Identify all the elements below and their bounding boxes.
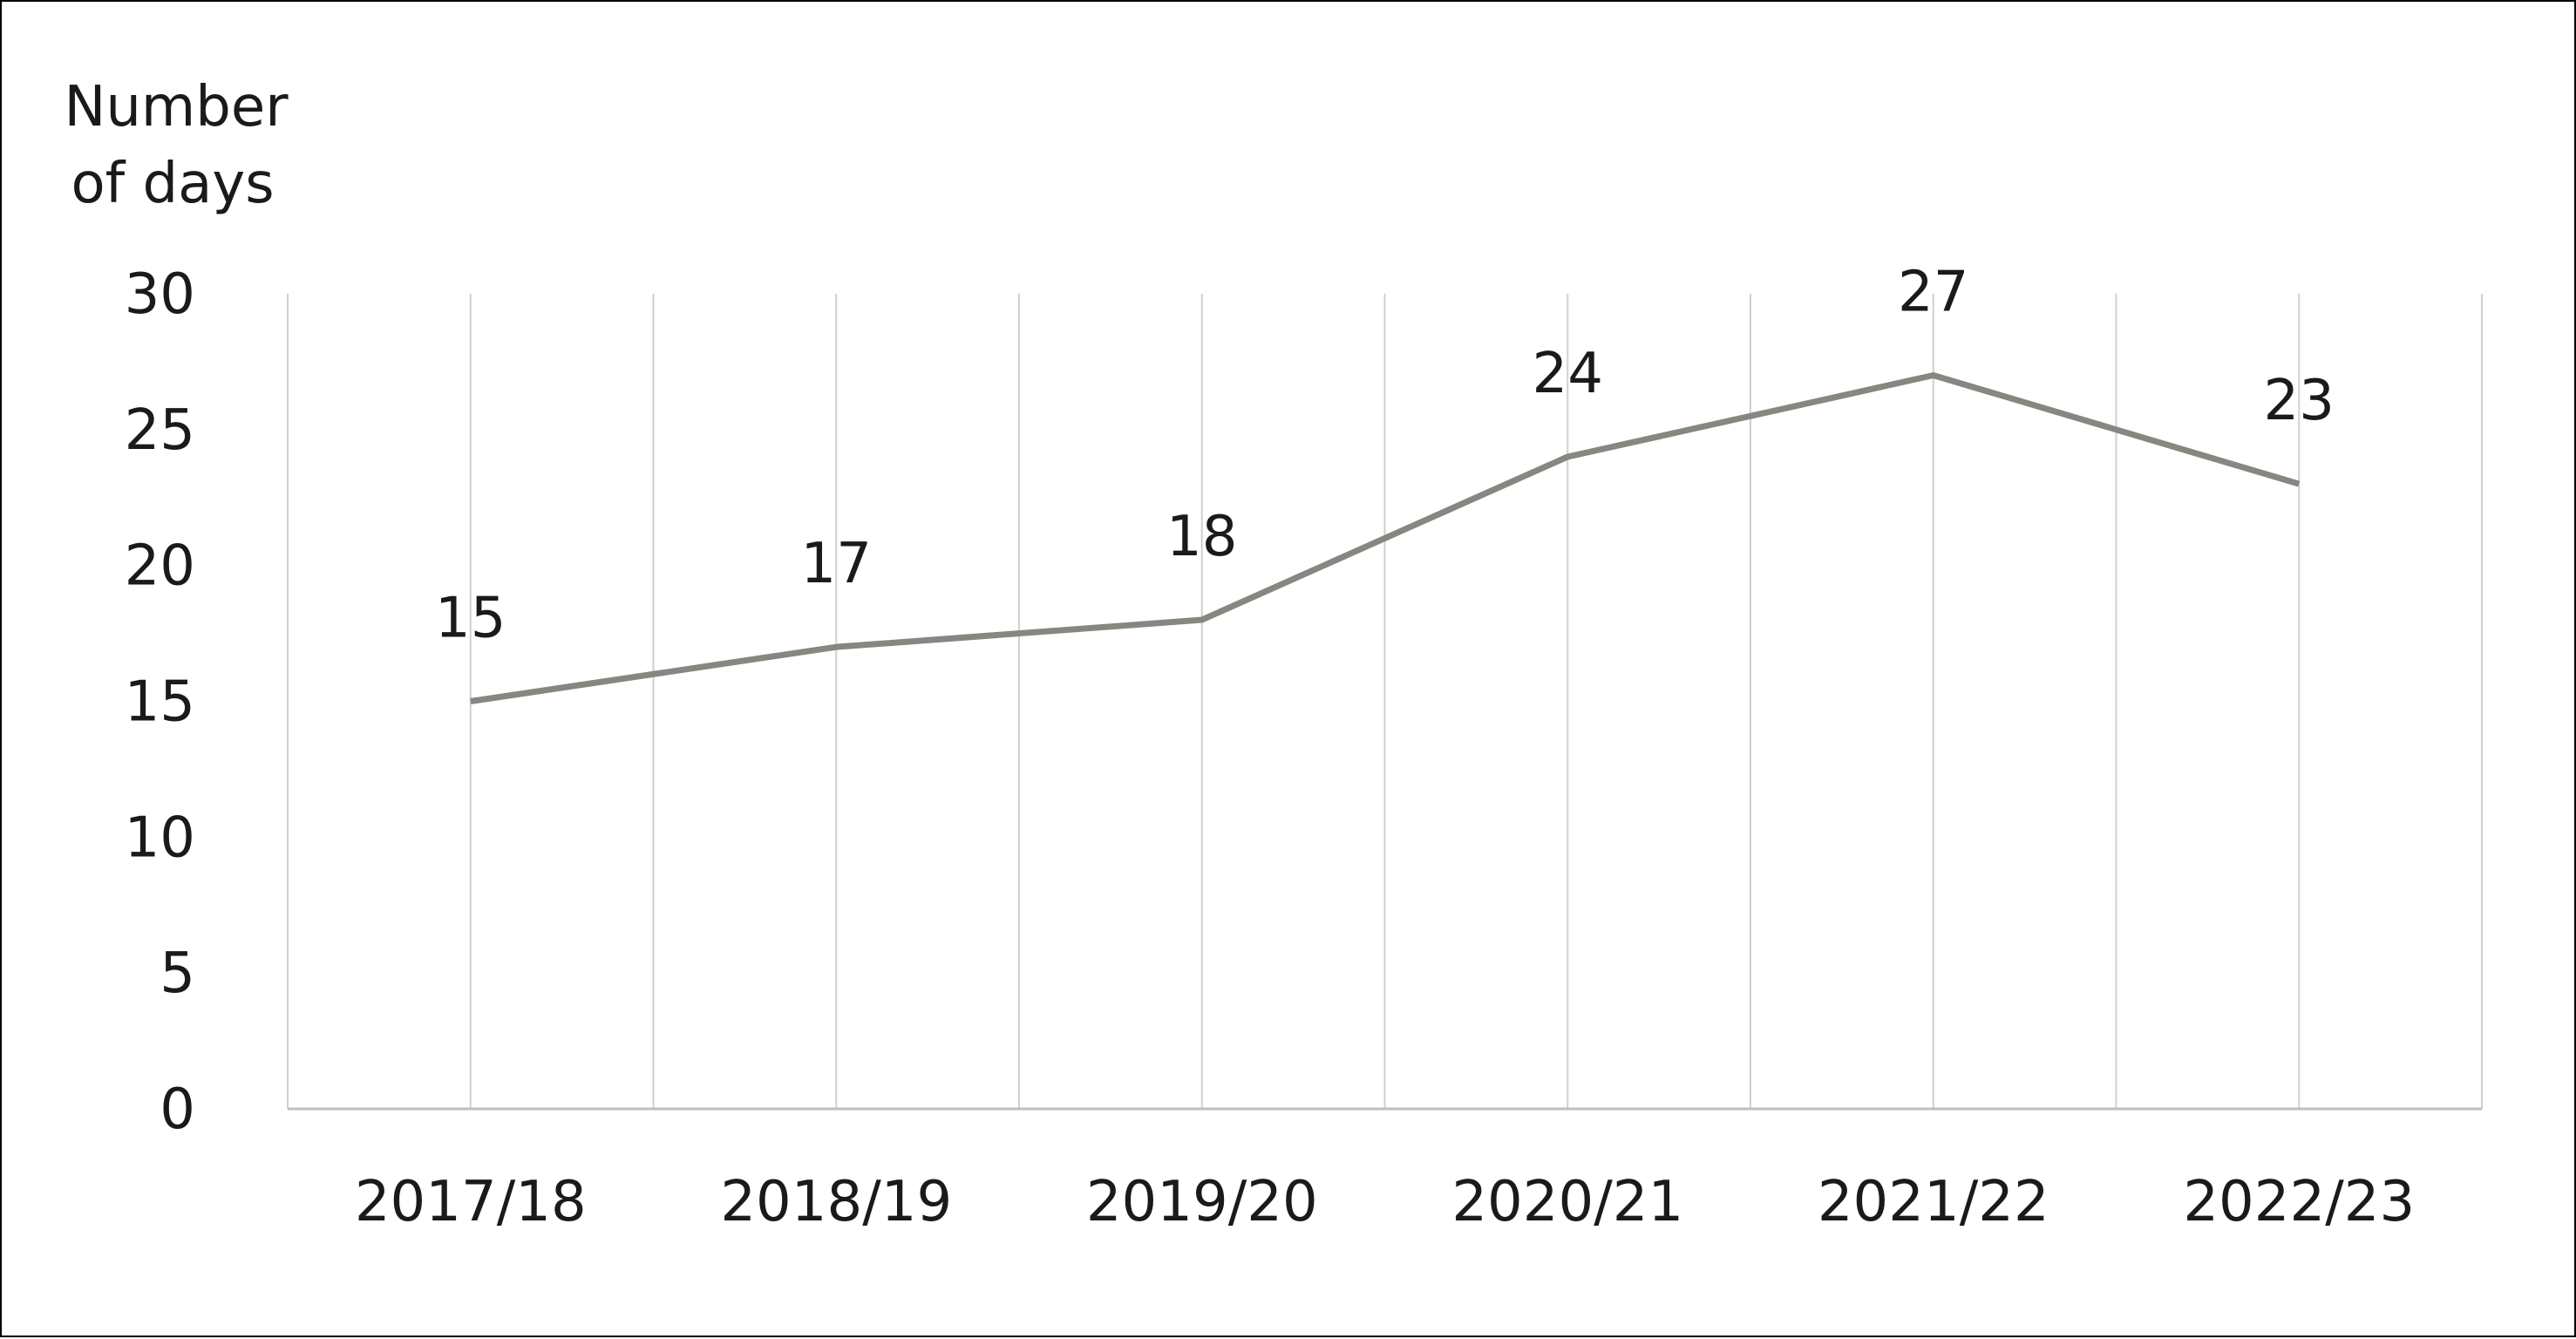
gridlines (288, 294, 2482, 1109)
x-tick-label: 2021/22 (1818, 1170, 2049, 1234)
y-axis-title-line-1: Number (64, 75, 289, 139)
data-label: 24 (1533, 342, 1603, 406)
y-tick-label: 30 (125, 262, 195, 327)
x-tick-label: 2022/23 (2183, 1170, 2415, 1234)
y-tick-label: 5 (160, 941, 195, 1006)
y-tick-label: 10 (125, 805, 195, 870)
data-label: 27 (1898, 261, 1968, 325)
data-label: 18 (1166, 505, 1237, 569)
x-axis-ticks: 2017/18 2018/19 2019/20 2020/21 2021/22 2022/… (355, 1170, 2415, 1234)
data-label: 17 (801, 532, 872, 596)
x-tick-label: 2018/19 (720, 1170, 952, 1234)
x-tick-label: 2017/18 (355, 1170, 587, 1234)
data-label: 23 (2264, 369, 2335, 433)
y-tick-label: 0 (160, 1077, 195, 1142)
x-tick-label: 2020/21 (1451, 1170, 1683, 1234)
y-tick-label: 15 (125, 670, 195, 735)
y-axis-title-line-2: of days (71, 152, 274, 216)
y-tick-label: 20 (125, 534, 195, 599)
y-axis-ticks: 0 5 10 15 20 25 30 (125, 262, 195, 1142)
x-tick-label: 2019/20 (1086, 1170, 1318, 1234)
y-tick-label: 25 (125, 398, 195, 463)
data-label: 15 (435, 587, 506, 651)
